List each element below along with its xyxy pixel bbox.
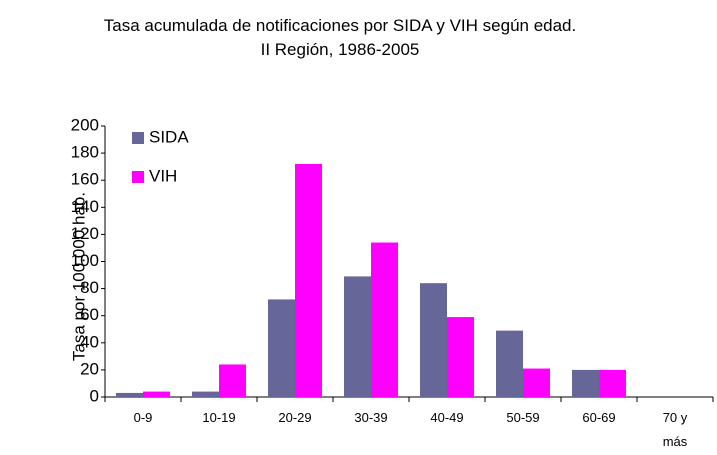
bar: [268, 299, 295, 397]
y-tick-label: 20: [80, 359, 99, 378]
x-tick-label: 20-29: [278, 410, 312, 425]
chart-title: Tasa acumulada de notificaciones por SID…: [103, 16, 577, 59]
bar: [344, 276, 371, 397]
bar: [599, 369, 626, 397]
y-tick-label: 140: [71, 197, 99, 216]
legend-swatch: [132, 171, 144, 183]
x-tick-label: 40-49: [430, 410, 464, 425]
y-tick-label: 0: [90, 386, 99, 405]
bar: [192, 391, 219, 397]
y-tick-label: 180: [71, 143, 99, 162]
bar: [371, 242, 398, 397]
y-tick-label: 120: [71, 224, 99, 243]
x-tick-label: 60-69: [582, 410, 616, 425]
legend-label: SIDA: [149, 127, 189, 146]
x-tick-label: 10-19: [202, 410, 236, 425]
bar: [496, 330, 523, 397]
x-tick-label: 0-9: [133, 410, 153, 425]
x-tick-label: 50-59: [506, 410, 540, 425]
y-tick-label: 200: [71, 115, 99, 134]
bar: [143, 391, 170, 397]
bar: [447, 317, 474, 397]
legend-swatch: [132, 132, 144, 144]
bar: [219, 364, 246, 397]
y-tick-label: 80: [80, 278, 99, 297]
y-tick-label: 160: [71, 170, 99, 189]
x-tick-label: 30-39: [354, 410, 388, 425]
y-axis-label: Tasa por 100.000 hab.: [69, 192, 88, 361]
legend-label: VIH: [149, 166, 177, 185]
y-tick-label: 60: [80, 305, 99, 324]
bar: [420, 283, 447, 397]
bar: [116, 392, 143, 397]
bar: [295, 163, 322, 397]
bar: [523, 368, 550, 397]
x-tick-label: 70 y más: [662, 410, 688, 449]
y-tick-label: 100: [71, 251, 99, 270]
y-tick-label: 40: [80, 332, 99, 351]
bar: [572, 369, 599, 397]
